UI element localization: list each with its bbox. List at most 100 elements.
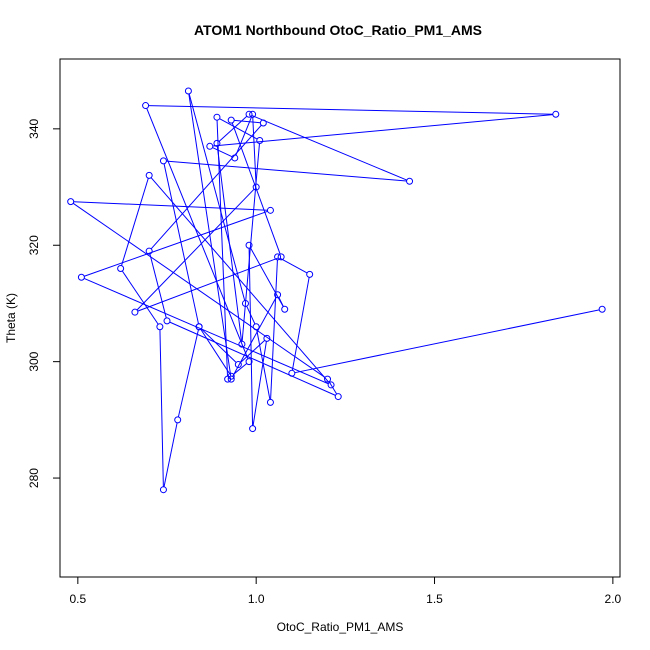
y-tick-label: 320	[27, 235, 41, 255]
series-segment	[83, 277, 329, 385]
series-segment	[219, 118, 258, 140]
data-point	[274, 253, 282, 261]
data-point	[195, 323, 203, 331]
series-segment	[148, 105, 553, 115]
series-segment	[149, 253, 167, 319]
series-segment	[159, 329, 164, 487]
x-axis-label: OtoC_Ratio_PM1_AMS	[277, 620, 404, 634]
data-point	[213, 113, 221, 121]
y-tick-label: 300	[27, 351, 41, 371]
series-segment	[218, 115, 248, 142]
data-point	[77, 273, 85, 281]
data-point	[266, 398, 274, 406]
series-segment	[169, 321, 336, 396]
data-point	[406, 177, 414, 185]
data-point	[266, 206, 274, 214]
data-point	[281, 305, 289, 313]
data-point	[252, 183, 260, 191]
y-tick-label: 280	[27, 468, 41, 488]
data-point	[263, 334, 271, 342]
series-segment	[216, 146, 243, 342]
data-point	[131, 308, 139, 316]
data-point	[598, 305, 606, 313]
y-tick-label: 340	[27, 119, 41, 139]
data-point	[117, 265, 125, 273]
series-segment	[231, 122, 281, 255]
series-segment	[163, 422, 178, 487]
x-axis: 0.5 1.0 1.5 2.0	[69, 577, 622, 606]
data-point	[206, 142, 214, 150]
series-segment	[235, 116, 252, 156]
series-segment	[121, 178, 149, 266]
series-segment	[212, 114, 553, 147]
data-point	[67, 198, 75, 206]
series-segment	[121, 270, 159, 325]
data-point	[334, 393, 342, 401]
data-point	[252, 323, 260, 331]
series-segment	[163, 163, 199, 324]
data-point	[277, 253, 285, 261]
series-segment	[252, 341, 267, 426]
series-segment	[136, 188, 255, 311]
series-segment	[248, 248, 254, 426]
data-point	[159, 157, 167, 165]
series-segment	[212, 147, 233, 158]
data-point	[249, 425, 257, 433]
y-axis: 280 300 320 340	[27, 119, 60, 488]
data-point	[227, 116, 235, 124]
series-segment	[216, 120, 229, 377]
series-segment	[72, 202, 326, 378]
series-segment	[291, 277, 310, 371]
data-point	[249, 110, 257, 118]
data-point	[306, 270, 314, 278]
data-point	[234, 361, 242, 369]
data-point	[156, 323, 164, 331]
series-segment	[252, 117, 257, 185]
series-segment	[84, 210, 268, 277]
series-segment	[270, 259, 278, 400]
x-tick-label: 1.0	[248, 592, 265, 606]
data-point	[552, 110, 560, 118]
data-point	[245, 110, 253, 118]
series-segment	[234, 119, 261, 124]
data-point	[288, 369, 296, 377]
data-point	[159, 486, 167, 494]
data-point	[231, 154, 239, 162]
series-segment	[256, 329, 271, 400]
series-segment	[200, 328, 237, 363]
series-segment	[150, 177, 330, 383]
series-segment	[177, 329, 199, 418]
series-segment	[137, 257, 279, 312]
x-tick-label: 1.5	[426, 592, 443, 606]
data-point	[163, 317, 171, 325]
data-point	[184, 87, 192, 95]
data-point	[142, 102, 150, 110]
series-segment	[294, 309, 600, 374]
data-point	[145, 171, 153, 179]
x-tick-label: 2.0	[605, 592, 622, 606]
data-point	[324, 375, 332, 383]
series-segment	[279, 257, 308, 274]
data-point	[274, 291, 282, 299]
data-point	[245, 241, 253, 249]
data-point	[327, 381, 335, 389]
series-segment	[200, 328, 230, 374]
data-point	[256, 136, 264, 144]
series-segment	[250, 247, 284, 307]
plot-frame	[59, 58, 621, 578]
data-point	[241, 299, 249, 307]
data-point	[224, 375, 232, 383]
series-segment	[166, 160, 407, 182]
data-point	[213, 139, 221, 147]
series-segment	[146, 108, 249, 360]
data-point	[145, 247, 153, 255]
series-segment	[150, 124, 262, 250]
data-point	[245, 358, 253, 366]
x-tick-label: 0.5	[69, 592, 86, 606]
y-axis-label: Theta (K)	[4, 293, 18, 343]
data-point	[174, 416, 182, 424]
series-layer	[67, 87, 606, 494]
data-point	[259, 119, 267, 127]
data-point	[238, 340, 246, 348]
